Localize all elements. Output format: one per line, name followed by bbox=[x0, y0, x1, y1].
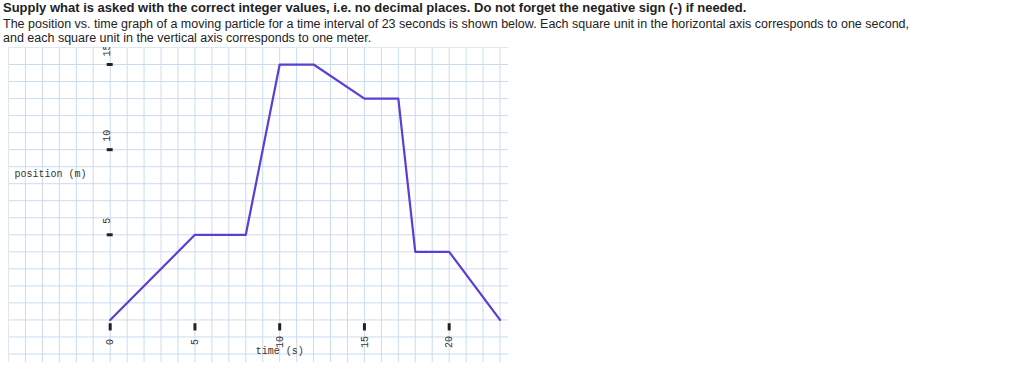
svg-text:15: 15 bbox=[360, 336, 371, 348]
svg-text:5: 5 bbox=[102, 218, 113, 224]
svg-text:0: 0 bbox=[105, 339, 116, 345]
svg-text:10: 10 bbox=[102, 130, 113, 142]
svg-text:15: 15 bbox=[102, 47, 113, 57]
svg-text:20: 20 bbox=[444, 336, 455, 348]
html-text:Supply what is asked with the: Supply what is asked with the correct in… bbox=[3, 0, 747, 15]
svg-text:10: 10 bbox=[274, 335, 286, 348]
html-text:The position vs. time graph of: The position vs. time graph of a moving … bbox=[3, 17, 910, 45]
svg-text:5: 5 bbox=[190, 339, 201, 345]
svg-text:position (m): position (m) bbox=[15, 169, 87, 180]
svg-text:time (s): time (s) bbox=[256, 346, 304, 357]
